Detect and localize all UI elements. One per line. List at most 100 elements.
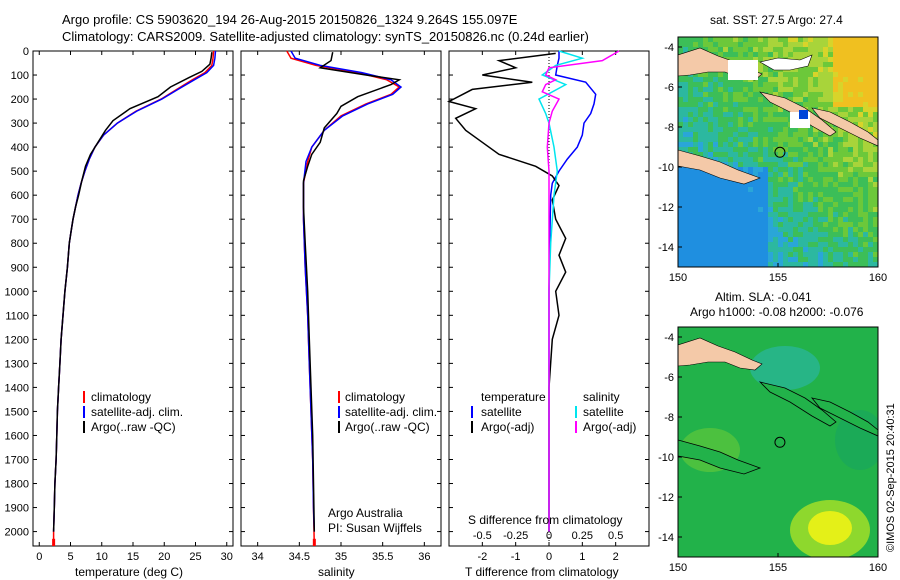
sst-cell bbox=[813, 127, 819, 133]
sst-cell bbox=[713, 232, 719, 238]
sst-cell bbox=[873, 127, 878, 133]
sst-cell bbox=[683, 207, 689, 213]
sst-cell bbox=[808, 137, 814, 143]
sst-cell bbox=[788, 142, 794, 148]
sst-cell bbox=[828, 142, 834, 148]
sst-cell bbox=[738, 142, 744, 148]
sst-cell bbox=[678, 197, 684, 203]
sst-cell bbox=[833, 167, 839, 173]
sst-cell bbox=[728, 182, 734, 188]
sst-cell bbox=[873, 197, 878, 203]
sst-cell bbox=[863, 247, 869, 253]
sst-cell bbox=[783, 147, 789, 153]
sst-cell bbox=[703, 222, 709, 228]
sst-cell bbox=[758, 122, 764, 128]
sst-cell bbox=[783, 217, 789, 223]
sst-cell bbox=[873, 232, 878, 238]
sst-cell bbox=[703, 87, 709, 93]
sst-cell bbox=[748, 192, 754, 198]
sst-cell bbox=[833, 82, 839, 88]
sst-cell bbox=[683, 137, 689, 143]
sst-cell bbox=[838, 217, 844, 223]
sst-cell bbox=[763, 122, 769, 128]
sst-cell bbox=[678, 142, 684, 148]
legend-label-s-satellite: satellite bbox=[583, 405, 624, 419]
sst-cell bbox=[833, 72, 839, 78]
sst-cell bbox=[788, 172, 794, 178]
sst-cell bbox=[843, 242, 849, 248]
sst-cell bbox=[783, 177, 789, 183]
sst-cell bbox=[708, 147, 714, 153]
sst-cell bbox=[838, 212, 844, 218]
sst-cell bbox=[808, 217, 814, 223]
sst-cell bbox=[738, 237, 744, 243]
sst-cell bbox=[703, 177, 709, 183]
sst-cell bbox=[813, 57, 819, 63]
sst-cell bbox=[743, 232, 749, 238]
sst-cell bbox=[733, 262, 739, 267]
sst-cell bbox=[738, 117, 744, 123]
sst-cell bbox=[798, 187, 804, 193]
sst-cell bbox=[768, 152, 774, 158]
sst-cell bbox=[773, 47, 779, 53]
sst-cell bbox=[713, 72, 719, 78]
sst-cell bbox=[763, 112, 769, 118]
sst-cell bbox=[863, 87, 869, 93]
sst-cell bbox=[678, 87, 684, 93]
sla-blob bbox=[808, 511, 852, 545]
sst-cell bbox=[868, 172, 874, 178]
sst-cell bbox=[713, 122, 719, 128]
sst-cell bbox=[723, 202, 729, 208]
sst-cell bbox=[713, 207, 719, 213]
sst-cell bbox=[868, 37, 874, 43]
sst-cell bbox=[838, 142, 844, 148]
sst-cell bbox=[813, 202, 819, 208]
sst-cell bbox=[828, 42, 834, 48]
sst-cell bbox=[748, 167, 754, 173]
legend-label-t-satellite: satellite bbox=[481, 405, 522, 419]
sst-cell bbox=[798, 197, 804, 203]
sst-cell bbox=[858, 117, 864, 123]
sst-cell bbox=[838, 92, 844, 98]
sst-cell bbox=[868, 207, 874, 213]
sst-cell bbox=[768, 82, 774, 88]
sst-cell bbox=[758, 117, 764, 123]
sst-cell bbox=[838, 37, 844, 43]
sst-cell bbox=[743, 102, 749, 108]
sst-cell bbox=[753, 207, 759, 213]
sst-cell bbox=[728, 37, 734, 43]
sst-cell bbox=[823, 102, 829, 108]
sst-cell bbox=[743, 207, 749, 213]
sst-cell bbox=[743, 157, 749, 163]
sst-cell bbox=[678, 102, 684, 108]
sst-cell bbox=[733, 82, 739, 88]
sst-cell bbox=[738, 247, 744, 253]
sst-cell bbox=[728, 192, 734, 198]
sst-cell bbox=[768, 142, 774, 148]
sst-cell bbox=[753, 147, 759, 153]
sst-cell bbox=[693, 227, 699, 233]
sst-cell bbox=[683, 42, 689, 48]
sst-cell bbox=[713, 222, 719, 228]
sst-cell bbox=[783, 192, 789, 198]
sst-cell bbox=[703, 142, 709, 148]
sst-cell bbox=[843, 147, 849, 153]
sst-cell bbox=[713, 197, 719, 203]
sst-cell bbox=[868, 257, 874, 263]
sst-cell bbox=[778, 77, 784, 83]
sst-cell bbox=[873, 117, 878, 123]
sst-cell bbox=[873, 37, 878, 43]
sst-cell bbox=[748, 152, 754, 158]
sst-cell bbox=[818, 167, 824, 173]
sst-cell bbox=[683, 212, 689, 218]
sst-cell bbox=[848, 57, 854, 63]
sst-cell bbox=[863, 262, 869, 267]
sst-cell bbox=[708, 142, 714, 148]
sst-cell bbox=[858, 77, 864, 83]
sst-cell bbox=[733, 57, 739, 63]
sst-cell bbox=[798, 217, 804, 223]
sst-cell bbox=[768, 112, 774, 118]
sst-cell bbox=[708, 192, 714, 198]
sst-cell bbox=[753, 192, 759, 198]
sst-cell bbox=[693, 202, 699, 208]
